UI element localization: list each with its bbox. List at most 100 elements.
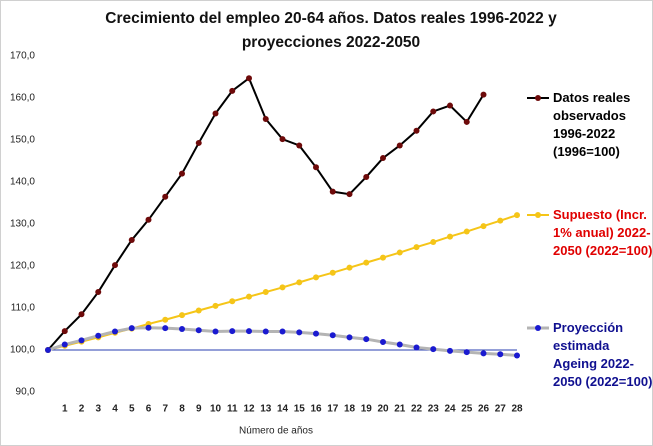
marker: [447, 347, 453, 354]
marker: [329, 269, 336, 276]
y-tick-label: 160,0: [10, 93, 35, 104]
marker: [313, 330, 319, 337]
marker: [229, 328, 236, 335]
y-tick-label: 150,0: [10, 135, 35, 146]
marker: [262, 328, 269, 335]
x-tick-label: 8: [179, 404, 185, 415]
x-tick-label: 23: [428, 404, 440, 415]
x-tick-label: 1: [62, 404, 68, 415]
legend-marker: [535, 95, 541, 101]
x-tick-label: 22: [411, 404, 423, 415]
x-tick-label: 10: [210, 404, 222, 415]
marker: [396, 142, 403, 149]
marker: [296, 142, 303, 149]
marker: [179, 326, 185, 332]
x-tick-label: 17: [327, 404, 339, 415]
marker: [229, 87, 236, 94]
marker: [246, 75, 252, 82]
marker: [430, 346, 437, 353]
x-tick-label: 16: [310, 404, 322, 415]
x-tick-label: 26: [478, 404, 490, 415]
y-tick-label: 100,0: [10, 345, 35, 356]
x-tick-label: 19: [361, 404, 373, 415]
marker: [480, 350, 487, 357]
marker: [514, 352, 520, 359]
marker: [179, 312, 185, 319]
marker: [463, 118, 470, 125]
marker: [195, 327, 202, 334]
marker: [128, 236, 135, 243]
marker: [329, 188, 336, 195]
x-tick-label: 20: [377, 404, 389, 415]
marker: [195, 307, 202, 314]
marker: [112, 262, 118, 269]
marker: [279, 136, 286, 143]
y-tick-label: 110,0: [11, 303, 36, 314]
x-tick-label: 9: [196, 404, 202, 415]
marker: [380, 254, 386, 261]
marker: [463, 349, 470, 356]
marker: [396, 249, 403, 256]
y-tick-label: 170,0: [10, 51, 35, 62]
x-tick-label: 3: [95, 404, 101, 415]
marker: [179, 170, 185, 177]
marker: [212, 302, 219, 309]
marker: [447, 233, 453, 240]
marker: [363, 173, 370, 180]
y-tick-label: 130,0: [10, 219, 35, 230]
marker: [95, 289, 102, 296]
marker: [296, 279, 303, 286]
marker: [480, 223, 487, 230]
x-tick-label: 7: [162, 404, 168, 415]
marker: [447, 102, 453, 109]
x-tick-label: 5: [129, 404, 135, 415]
marker: [262, 289, 269, 296]
marker: [346, 264, 353, 271]
x-tick-label: 28: [511, 404, 523, 415]
marker: [329, 332, 336, 339]
marker: [380, 155, 386, 162]
marker: [413, 127, 420, 134]
marker: [363, 336, 370, 343]
x-tick-label: 13: [260, 404, 272, 415]
marker: [45, 347, 51, 353]
x-tick-label: 24: [444, 404, 456, 415]
x-tick-label: 15: [294, 404, 306, 415]
marker: [313, 164, 319, 171]
marker: [195, 139, 202, 146]
x-tick-label: 6: [146, 404, 152, 415]
marker: [61, 328, 68, 335]
x-tick-label: 12: [243, 404, 255, 415]
marker: [61, 341, 68, 348]
marker: [162, 325, 169, 332]
legend-label: Supuesto (Incr. 1% anual) 2022-2050 (202…: [553, 207, 653, 258]
marker: [246, 293, 252, 300]
marker: [145, 216, 152, 223]
x-tick-label: 2: [79, 404, 85, 415]
marker: [112, 328, 118, 335]
x-tick-label: 21: [394, 404, 406, 415]
legend-label: Datos reales observados 1996-2022 (1996=…: [553, 90, 631, 159]
marker: [212, 328, 219, 335]
legend-label: Proyección estimada Ageing 2022-2050 (20…: [553, 320, 653, 389]
marker: [363, 259, 370, 266]
marker: [296, 329, 303, 336]
y-tick-label: 140,0: [10, 177, 35, 188]
marker: [463, 228, 470, 235]
legend-marker: [535, 325, 541, 331]
y-tick-label: 90,0: [16, 387, 36, 398]
marker: [162, 193, 169, 200]
marker: [78, 311, 85, 318]
marker: [380, 339, 386, 346]
marker: [413, 244, 420, 251]
x-axis-label: Número de años: [239, 426, 313, 437]
marker: [262, 116, 269, 122]
x-tick-label: 18: [344, 404, 356, 415]
marker: [246, 328, 252, 335]
marker: [430, 239, 437, 246]
x-tick-label: 11: [227, 404, 238, 415]
x-tick-label: 14: [277, 404, 289, 415]
marker: [480, 91, 487, 98]
